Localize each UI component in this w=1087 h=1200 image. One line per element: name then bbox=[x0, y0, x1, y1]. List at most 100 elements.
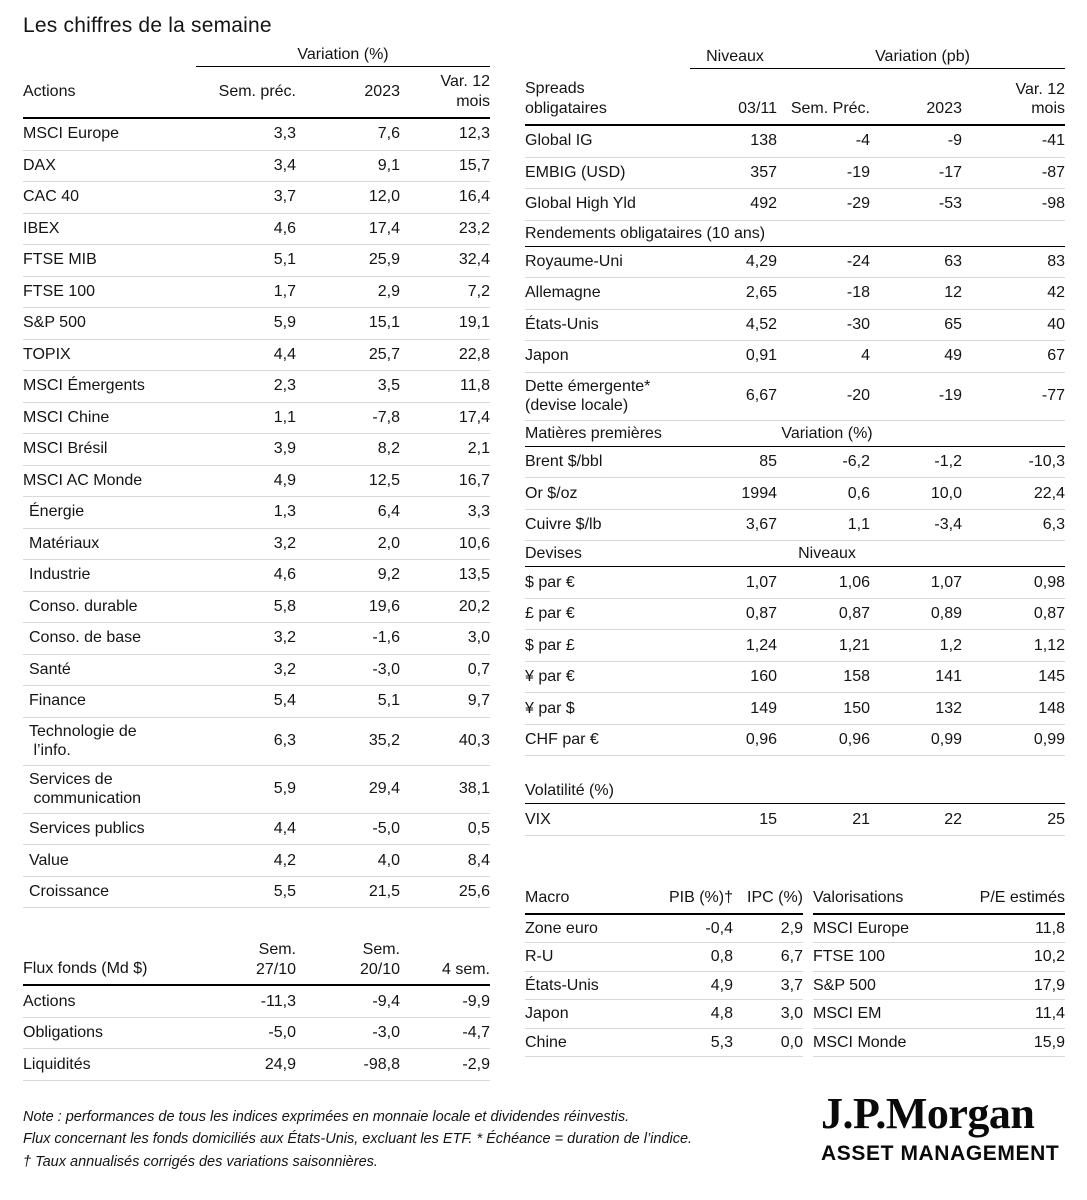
cell-value: 2,1 bbox=[467, 440, 490, 458]
cell-value: 3,2 bbox=[273, 629, 296, 647]
cell-value: 11,4 bbox=[1035, 1005, 1065, 1023]
cell-value: 138 bbox=[750, 132, 777, 150]
cell-value: -5,0 bbox=[268, 1024, 296, 1042]
row-label: États-Unis bbox=[525, 315, 599, 333]
cell-value: 19,1 bbox=[458, 314, 490, 332]
section-title: Rendements obligataires (10 ans) bbox=[525, 224, 766, 242]
spacer bbox=[23, 908, 490, 924]
table-row: MSCI EM 11,4 bbox=[813, 1000, 1065, 1029]
table-row: Or $/oz 1994 0,6 10,0 22,4 bbox=[525, 478, 1065, 510]
cell-value: 2,3 bbox=[273, 377, 296, 395]
table-row: États-Unis 4,52 -30 65 40 bbox=[525, 310, 1065, 341]
cell-value: 3,2 bbox=[273, 534, 296, 552]
table-row: FTSE 100 10,2 bbox=[813, 943, 1065, 972]
table-row: MSCI Europe 3,3 7,6 12,3 bbox=[23, 119, 490, 151]
row-label: Finance bbox=[29, 692, 86, 710]
table-row: Dette émergente* (devise locale) 6,67 -20 -… bbox=[525, 373, 1065, 421]
table-row: Services de communication 5,9 29,4 38,1 bbox=[23, 766, 490, 814]
cell-value: 160 bbox=[750, 668, 777, 686]
cell-value: 7,6 bbox=[377, 125, 400, 143]
table-row: Finance 5,4 5,1 9,7 bbox=[23, 686, 490, 718]
column-header-actions: Actions bbox=[23, 83, 76, 100]
cell-value: 149 bbox=[750, 699, 777, 717]
cell-value: -9,9 bbox=[462, 992, 490, 1010]
table-row: Chine 5,3 0,0 bbox=[525, 1029, 803, 1058]
right-column: Niveaux Variation (pb) Spreads obligatai… bbox=[525, 45, 1065, 1058]
column-header-valorisations: Valorisations bbox=[813, 888, 904, 906]
flux-table-body: Actions -11,3 -9,4 -9,9 Obligations -5,0 -3,0 -… bbox=[23, 986, 490, 1081]
cell-value: 2,9 bbox=[780, 919, 803, 937]
cell-value: -10,3 bbox=[1028, 453, 1065, 471]
column-header-var-12-mois: Var. 12 mois bbox=[1015, 80, 1065, 118]
cell-value: 1,21 bbox=[838, 636, 870, 654]
row-label: Or $/oz bbox=[525, 484, 578, 502]
row-label: MSCI Chine bbox=[23, 408, 110, 426]
cell-value: -53 bbox=[938, 195, 962, 213]
table-row: MSCI Émergents 2,3 3,5 11,8 bbox=[23, 371, 490, 403]
table-row: Services publics 4,4 -5,0 0,5 bbox=[23, 814, 490, 846]
column-header-0311: 03/11 bbox=[738, 100, 777, 118]
cell-value: 6,7 bbox=[780, 948, 803, 966]
table-row: $ par £ 1,24 1,21 1,2 1,12 bbox=[525, 630, 1065, 662]
section-title: Devises bbox=[525, 545, 582, 563]
row-label: ¥ par $ bbox=[525, 699, 575, 717]
cell-value: 357 bbox=[750, 163, 777, 181]
cell-value: -3,0 bbox=[372, 660, 400, 678]
table-row: Global High Yld 492 -29 -53 -98 bbox=[525, 189, 1065, 221]
variation-pb-group-header: Variation (pb) bbox=[875, 48, 970, 65]
row-label: Santé bbox=[29, 660, 71, 678]
matieres-section-header: Matières premières Variation (%) bbox=[525, 421, 1065, 447]
cell-value: 83 bbox=[1047, 252, 1065, 270]
column-header-ipc: IPC (%) bbox=[747, 889, 803, 907]
column-header-2023: 2023 bbox=[926, 100, 962, 118]
table-row: Royaume-Uni 4,29 -24 63 83 bbox=[525, 247, 1065, 278]
table-row: Zone euro -0,4 2,9 bbox=[525, 915, 803, 944]
cell-value: 141 bbox=[935, 668, 962, 686]
cell-value: 17,4 bbox=[458, 408, 490, 426]
cell-value: 9,1 bbox=[377, 156, 400, 174]
row-label: FTSE 100 bbox=[23, 282, 96, 300]
cell-value: 9,2 bbox=[377, 566, 400, 584]
cell-value: 22 bbox=[944, 810, 962, 828]
cell-value: 25,7 bbox=[368, 345, 400, 363]
cell-value: 20,2 bbox=[458, 597, 490, 615]
cell-value: 10,0 bbox=[930, 484, 962, 502]
cell-value: -0,4 bbox=[705, 919, 733, 937]
table-row: Global IG 138 -4 -9 -41 bbox=[525, 126, 1065, 158]
cell-value: 4,2 bbox=[273, 851, 296, 869]
cell-value: 132 bbox=[935, 699, 962, 717]
devises-section-header: Devises Niveaux bbox=[525, 541, 1065, 568]
row-label: Allemagne bbox=[525, 284, 601, 302]
cell-value: 13,5 bbox=[458, 566, 490, 584]
table-row: CHF par € 0,96 0,96 0,99 0,99 bbox=[525, 725, 1065, 757]
cell-value: 29,4 bbox=[368, 780, 400, 798]
niveaux-group-header: Niveaux bbox=[706, 48, 764, 65]
cell-value: -7,8 bbox=[372, 408, 400, 426]
column-header-var-12-mois: Var. 12 mois bbox=[440, 73, 490, 110]
cell-value: 5,5 bbox=[273, 883, 296, 901]
macro-column-header-row: Macro PIB (%)† IPC (%) bbox=[525, 885, 803, 915]
cell-value: 11,8 bbox=[1035, 919, 1065, 937]
row-label: États-Unis bbox=[525, 976, 599, 994]
cell-value: 0,7 bbox=[467, 660, 490, 678]
cell-value: 0,99 bbox=[930, 731, 962, 749]
cell-value: 11,8 bbox=[460, 377, 490, 395]
row-label: MSCI EM bbox=[813, 1005, 882, 1023]
column-header-4-sem: 4 sem. bbox=[441, 960, 490, 978]
table-row: Technologie de l’info. 6,3 35,2 40,3 bbox=[23, 718, 490, 766]
volatilite-section-header: Volatilité (%) bbox=[525, 778, 1065, 805]
cell-value: 9,7 bbox=[467, 692, 490, 710]
cell-value: 4,9 bbox=[273, 471, 296, 489]
row-label: Services de communication bbox=[29, 770, 142, 808]
cell-value: 158 bbox=[843, 668, 870, 686]
row-label: S&P 500 bbox=[813, 976, 876, 994]
cell-value: 5,3 bbox=[710, 1033, 733, 1051]
row-label: S&P 500 bbox=[23, 314, 86, 332]
spreads-group-header-row: Niveaux Variation (pb) bbox=[525, 45, 1065, 69]
cell-value: 65 bbox=[944, 315, 962, 333]
row-label: CHF par € bbox=[525, 731, 599, 749]
cell-value: -30 bbox=[846, 315, 870, 333]
cell-value: 5,1 bbox=[273, 251, 296, 269]
cell-value: 49 bbox=[944, 347, 962, 365]
